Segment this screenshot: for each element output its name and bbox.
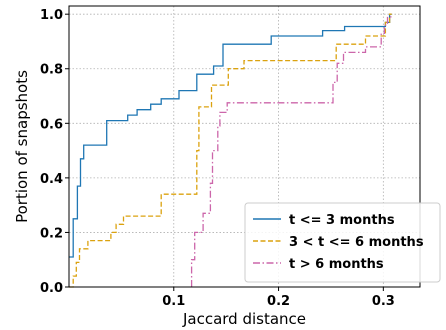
series-lines (69, 13, 392, 288)
plot-frame (68, 5, 421, 288)
legend-box (244, 202, 441, 283)
legend: t <= 3 months 3 < t <= 6 months t > 6 mont… (244, 202, 441, 283)
legend-label-1: t <= 3 months (289, 213, 395, 228)
legend-label-2: 3 < t <= 6 months (289, 235, 424, 250)
y-axis-label: Portion of snapshots (13, 70, 31, 223)
y-tick-label: 0.2 (40, 226, 63, 241)
y-tick-label: 1.0 (40, 8, 63, 23)
series-line-3 (190, 16, 392, 287)
y-tick-label: 0.4 (40, 172, 63, 187)
legend-label-3: t > 6 months (289, 257, 384, 272)
y-tick-label: 0.8 (40, 63, 63, 78)
y-tick-label: 0.6 (40, 117, 63, 132)
y-tick-label: 0.0 (40, 281, 63, 296)
ticks: 0.1 0.2 0.3 0.0 0.2 0.4 0.6 0.8 1.0 (40, 8, 395, 309)
x-tick-label: 0.1 (162, 294, 185, 309)
x-tick-label: 0.3 (372, 294, 395, 309)
series-line-2 (69, 13, 392, 288)
x-axis-label: Jaccard distance (182, 310, 306, 328)
x-tick-label: 0.2 (267, 294, 290, 309)
series-line-1 (69, 13, 392, 258)
